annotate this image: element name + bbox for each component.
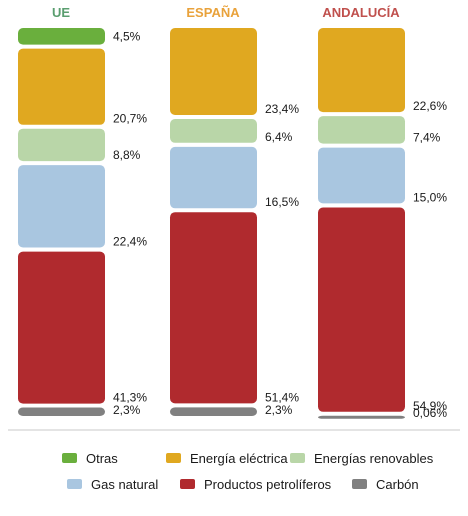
bar-segment-0-3 [18,165,105,248]
bar-segment-1-2 [170,119,257,143]
legend-swatch-1 [166,453,181,463]
legend-swatch-0 [62,453,77,463]
data-label-1-4: 51,4% [265,390,299,404]
data-label-2-4: 54,9% [413,399,447,413]
data-label-0-2: 8,8% [113,148,141,162]
bar-segment-2-5 [318,415,405,419]
data-label-0-3: 22,4% [113,235,147,249]
bar-segment-2-3 [318,147,405,204]
data-label-1-3: 16,5% [265,195,299,209]
bar-segment-1-5 [170,407,257,416]
bar-segment-1-4 [170,212,257,404]
bar-segment-0-2 [18,128,105,162]
data-label-1-5: 2,3% [265,403,293,417]
legend-label-5: Carbón [376,477,419,492]
data-label-1-2: 6,4% [265,130,293,144]
legend-label-1: Energía eléctrica [190,451,288,466]
data-label-1-1: 23,4% [265,102,299,116]
bar-segment-2-1 [318,28,405,113]
bar-segment-1-1 [170,28,257,115]
legend-label-3: Gas natural [91,477,158,492]
bar-segment-2-2 [318,116,405,144]
data-label-2-3: 15,0% [413,191,447,205]
data-label-2-2: 7,4% [413,131,441,145]
legend-label-2: Energías renovables [314,451,434,466]
data-label-0-4: 41,3% [113,391,147,405]
data-label-2-1: 22,6% [413,99,447,113]
bar-segment-0-5 [18,407,105,416]
bar-segment-1-3 [170,146,257,209]
data-label-0-0: 4,5% [113,29,141,43]
legend-swatch-4 [180,479,195,489]
legend-swatch-5 [352,479,367,489]
data-label-0-5: 2,3% [113,403,141,417]
data-label-2-5: 0,06% [413,406,447,420]
legend-swatch-2 [290,453,305,463]
bar-segment-0-0 [18,28,105,45]
legend-swatch-3 [67,479,82,489]
data-label-0-1: 20,7% [113,112,147,126]
legend-label-0: Otras [86,451,118,466]
bar-segment-2-4 [318,207,405,412]
bar-segment-0-4 [18,251,105,404]
column-title-2: ANDALUCÍA [322,5,400,20]
bar-segment-0-1 [18,48,105,125]
column-title-0: UE [52,5,70,20]
legend-label-4: Productos petrolíferos [204,477,332,492]
column-title-1: ESPAÑA [186,5,240,20]
